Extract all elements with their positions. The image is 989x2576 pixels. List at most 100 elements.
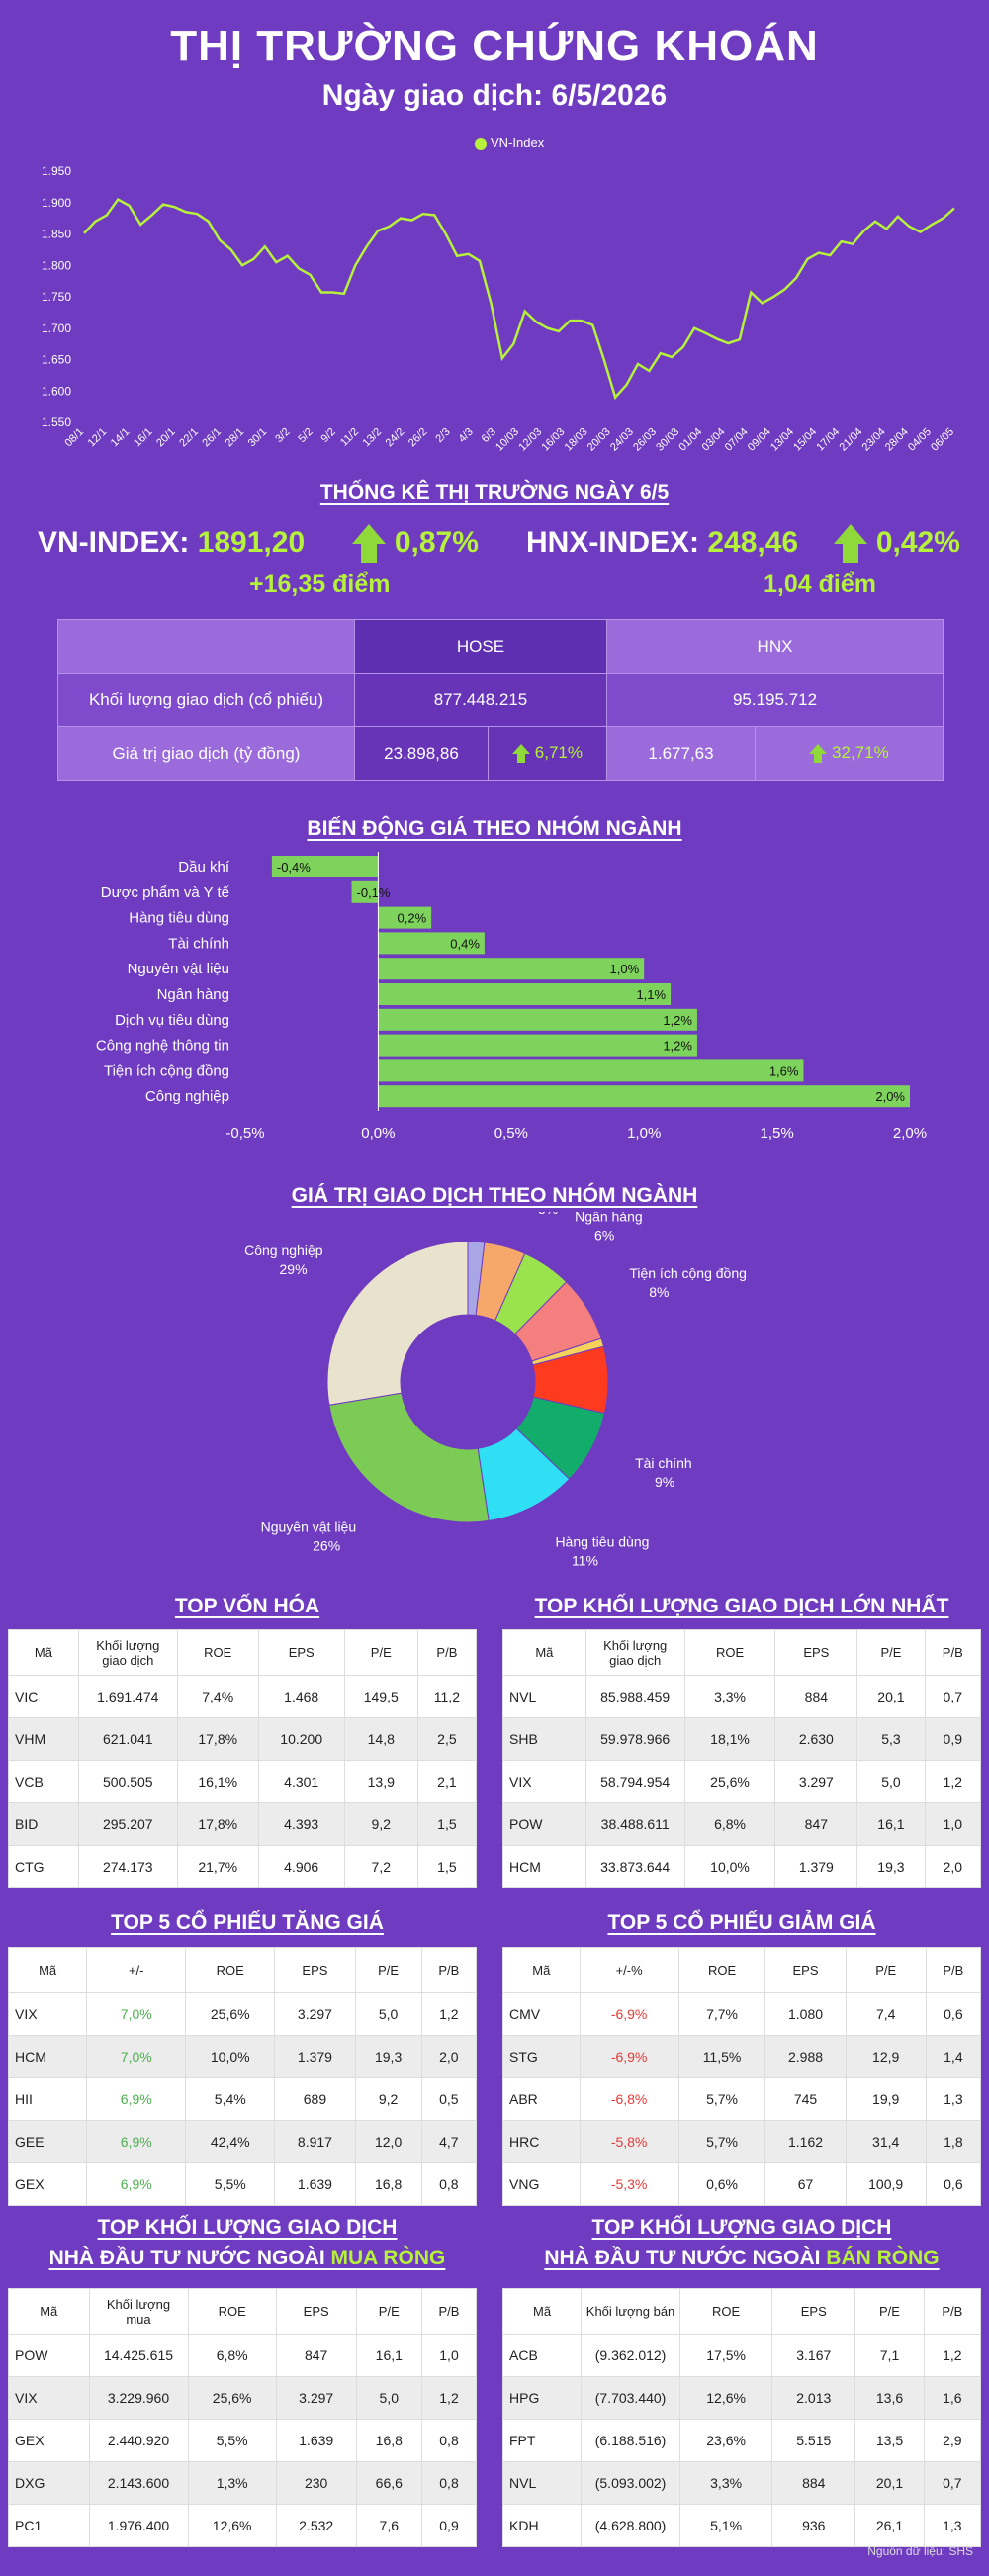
slice-label: Công nghiệp	[244, 1242, 323, 1258]
bar-value-label: 0,2%	[398, 911, 427, 926]
table-row: ACB (9.362.012) 17,5% 3.167 7,1 1,2	[501, 2334, 982, 2377]
table-cell: 1.379	[774, 1845, 858, 1888]
market-stats-table: HOSE HNX Khối lượng giao dịch (cổ phiếu)…	[57, 619, 944, 781]
category-label: Hàng tiêu dùng	[129, 910, 229, 927]
ticker-cell: VIC	[8, 1675, 79, 1718]
table-cell: 0,6%	[677, 2162, 766, 2206]
table-cell: 274.173	[77, 1845, 178, 1888]
page-title: THỊ TRƯỜNG CHỨNG KHOÁN	[170, 22, 819, 70]
table-cell: 14,8	[343, 1717, 418, 1761]
column-header: Khối lượng giao dịch	[77, 1629, 178, 1676]
x-tick-label: -0,5%	[225, 1125, 264, 1142]
ticker-cell: GEX	[7, 2162, 88, 2206]
x-tick-label: 21/04	[838, 426, 865, 454]
table-cell: 884	[771, 2461, 856, 2505]
x-tick-label: 20/1	[154, 426, 178, 450]
x-tick-label: 16/03	[539, 426, 567, 454]
x-tick-label: 5/2	[296, 426, 315, 445]
category-label: Dịch vụ tiêu dùng	[115, 1012, 229, 1029]
up-arrow-icon	[809, 743, 828, 764]
column-header: ROE	[187, 2288, 277, 2335]
bar	[378, 906, 432, 929]
ticker-cell: NVL	[502, 1675, 586, 1718]
hnxindex-value: 248,46	[707, 525, 799, 559]
table-row: PC1 1.976.400 12,6% 2.532 7,6 0,9	[8, 2504, 477, 2547]
column-header: Mã	[502, 1947, 581, 1993]
slice-pct: 6%	[594, 1227, 614, 1242]
table-cell: 1,4	[925, 2035, 982, 2078]
bar-value-label: 1,1%	[636, 987, 666, 1002]
column-header: P/B	[420, 1947, 478, 1993]
table-cell: 2,0	[420, 2035, 478, 2078]
column-header: ROE	[677, 1947, 766, 1993]
table-cell: 4.301	[257, 1760, 345, 1803]
ticker-cell: HRC	[502, 2120, 581, 2163]
table-cell: 0,6	[925, 2162, 982, 2206]
table-cell: 21,7%	[176, 1845, 259, 1888]
x-tick-label: 2,0%	[893, 1125, 927, 1142]
table-cell: 12,9	[845, 2035, 927, 2078]
top-tang-title: TOP 5 CỔ PHIẾU TĂNG GIÁ	[111, 1911, 384, 1934]
table-cell: 2,1	[416, 1760, 478, 1803]
table-cell: (5.093.002)	[581, 2461, 681, 2505]
table-cell: 5.515	[771, 2419, 856, 2462]
table-row: POW 14.425.615 6,8% 847 16,1 1,0	[8, 2334, 477, 2377]
category-label: Công nghiệp	[145, 1088, 229, 1105]
slice-label: Ngân hàng	[575, 1212, 643, 1224]
ticker-cell: HCM	[7, 2035, 88, 2078]
table-cell: 16,1%	[176, 1760, 259, 1803]
top-tang-table: Mã +/- ROE EPS P/E P/B VIX 7,0% 25,6% 3.297 5,0 1,2…	[7, 1947, 478, 2206]
x-tick-label: 13/2	[361, 426, 385, 450]
table-row: POW 38.488.611 6,8% 847 16,1 1,0	[502, 1802, 982, 1846]
vnindex-value: 1891,20	[197, 525, 306, 559]
table-cell: 19,3	[856, 1845, 926, 1888]
table-row: SHB 59.978.966 18,1% 2.630 5,3 0,9	[502, 1717, 982, 1761]
ticker-cell: STG	[502, 2035, 581, 2078]
column-header: P/E	[854, 2288, 925, 2335]
table-cell: 67	[764, 2162, 847, 2206]
table-row: HCM 33.873.644 10,0% 1.379 19,3 2,0	[502, 1845, 982, 1888]
column-header: Mã	[7, 1947, 88, 1993]
ticker-cell: VIX	[7, 1992, 88, 2036]
ticker-cell: VIX	[502, 1760, 586, 1803]
y-tick-label: 1.550	[42, 415, 71, 429]
table-cell: 5,5%	[187, 2419, 277, 2462]
category-label: Tài chính	[168, 935, 229, 952]
top-giam-title: TOP 5 CỔ PHIẾU GIẢM GIÁ	[607, 1911, 876, 1934]
slice-pct: 26%	[313, 1537, 340, 1553]
table-cell: 16,1	[856, 1802, 926, 1846]
table-cell: 1,0	[924, 1802, 982, 1846]
table-cell: 2.143.600	[88, 2461, 189, 2505]
pie-chart-title: GIÁ TRỊ GIAO DỊCH THEO NHÓM NGÀNH	[291, 1184, 698, 1207]
table-cell: 500.505	[77, 1760, 178, 1803]
table-cell: 6,9%	[86, 2077, 187, 2121]
column-header: P/E	[343, 1629, 418, 1676]
table-cell: 6,8%	[683, 1802, 776, 1846]
table-cell: 7,2	[343, 1845, 418, 1888]
table-cell: 26,1	[854, 2504, 925, 2547]
bar-value-label: -0,1%	[357, 885, 391, 900]
column-header: Khối lượng mua	[88, 2288, 189, 2335]
table-cell: 1.976.400	[88, 2504, 189, 2547]
table-cell: 7,7%	[677, 1992, 766, 2036]
hnxindex-points: 1,04 điểm	[764, 570, 876, 598]
table-cell: 1.691.474	[77, 1675, 178, 1718]
column-header: Mã	[502, 1629, 586, 1676]
x-tick-label: 0,5%	[494, 1125, 528, 1142]
table-cell: 6,9%	[86, 2162, 187, 2206]
hose-value: 23.898,86	[354, 726, 489, 781]
table-row: BID 295.207 17,8% 4.393 9,2 1,5	[8, 1802, 478, 1846]
bar	[378, 983, 672, 1005]
table-cell: 33.873.644	[584, 1845, 685, 1888]
table-cell: -5,8%	[579, 2120, 679, 2163]
column-header: ROE	[185, 1947, 276, 1993]
table-cell: 5,0	[354, 1992, 422, 2036]
ticker-cell: GEX	[8, 2419, 90, 2462]
column-header: P/B	[925, 1947, 982, 1993]
column-header: EPS	[275, 2288, 357, 2335]
table-row: HCM 7,0% 10,0% 1.379 19,3 2,0	[7, 2035, 478, 2078]
table-cell: 3,3%	[679, 2461, 773, 2505]
vnindex-pct: 0,87%	[394, 525, 479, 559]
table-cell: 1.468	[257, 1675, 345, 1718]
col-hose: HOSE	[354, 619, 607, 674]
